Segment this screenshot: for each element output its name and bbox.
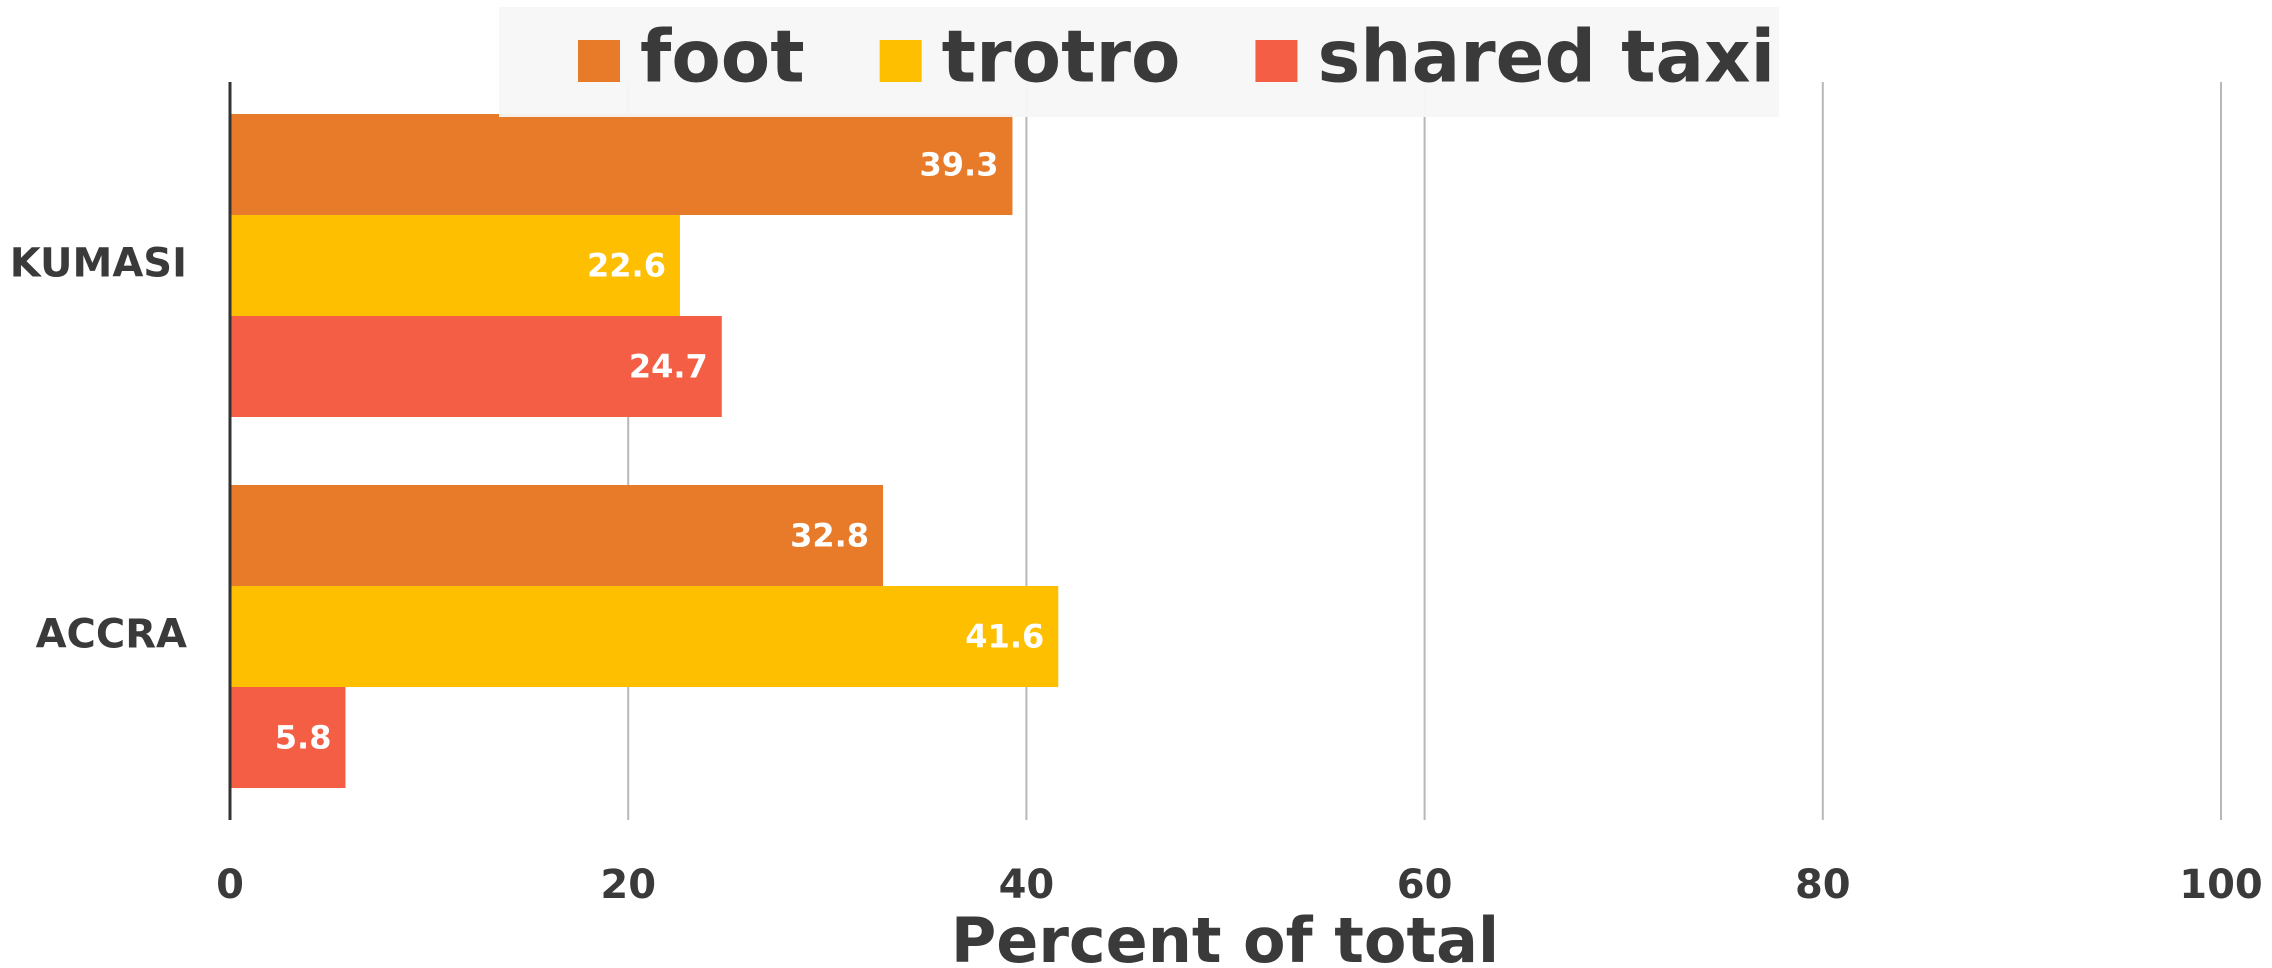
bar [230, 114, 1013, 215]
bar [230, 586, 1059, 687]
legend-label: foot [640, 15, 805, 99]
value-label: 39.3 [920, 146, 999, 184]
value-label: 22.6 [587, 247, 666, 285]
bar [230, 316, 722, 417]
value-label: 24.7 [629, 348, 708, 386]
value-label: 41.6 [965, 618, 1044, 656]
x-tick-label: 60 [1397, 862, 1453, 908]
category-label: ACCRA [36, 612, 187, 658]
value-label: 32.8 [790, 517, 869, 555]
x-tick-label: 40 [999, 862, 1055, 908]
x-tick-label: 100 [2179, 862, 2263, 908]
legend-label: shared taxi [1317, 15, 1775, 99]
category-label: KUMASI [10, 241, 187, 287]
x-axis-title: Percent of total [951, 904, 1499, 968]
legend-swatch [578, 40, 620, 82]
legend-swatch [879, 40, 922, 82]
legend-box [499, 7, 1779, 117]
bar [230, 687, 346, 788]
value-label: 5.8 [275, 719, 332, 757]
x-tick-label: 20 [600, 862, 656, 908]
legend-swatch [1255, 40, 1298, 82]
x-tick-label: 0 [216, 862, 244, 908]
x-tick-label: 80 [1795, 862, 1851, 908]
bar [230, 485, 884, 586]
legend-label: trotro [942, 15, 1181, 99]
bar [230, 215, 680, 316]
